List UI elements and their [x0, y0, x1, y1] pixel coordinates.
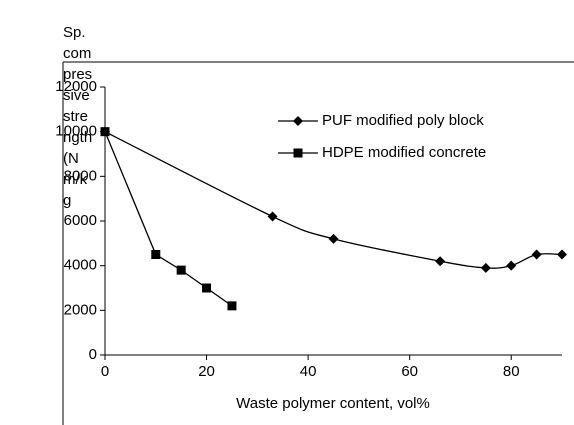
- marker: [531, 249, 542, 260]
- marker: [202, 283, 212, 293]
- y-axis-label: Sp. compressive strength (N m/kg: [63, 24, 93, 209]
- marker: [506, 260, 517, 271]
- y-tick-label: 2000: [64, 301, 97, 318]
- x-tick-label: 60: [401, 363, 418, 380]
- y-tick-label: 6000: [64, 212, 97, 229]
- marker: [557, 249, 567, 260]
- x-tick-label: 80: [503, 363, 520, 380]
- x-axis-label: Waste polymer content, vol%: [236, 395, 430, 412]
- legend-label: HDPE modified concrete: [322, 144, 486, 161]
- y-tick-label: 10000: [55, 123, 97, 140]
- marker: [227, 301, 237, 311]
- y-tick-label: 12000: [55, 78, 97, 95]
- legend-marker: [293, 148, 303, 158]
- x-tick-label: 40: [300, 363, 317, 380]
- legend-label: PUF modified poly block: [322, 112, 484, 129]
- marker: [328, 233, 339, 244]
- x-tick-label: 0: [101, 363, 109, 380]
- y-tick-label: 4000: [64, 257, 97, 274]
- marker: [480, 262, 491, 273]
- legend-marker: [293, 116, 303, 126]
- series-line: [104, 131, 233, 307]
- y-tick-label: 0: [89, 346, 97, 363]
- x-tick-label: 20: [198, 363, 215, 380]
- y-tick-label: 8000: [64, 167, 97, 184]
- marker: [267, 211, 278, 222]
- marker: [176, 265, 186, 275]
- marker: [100, 127, 110, 137]
- marker: [435, 256, 446, 267]
- marker: [151, 250, 161, 259]
